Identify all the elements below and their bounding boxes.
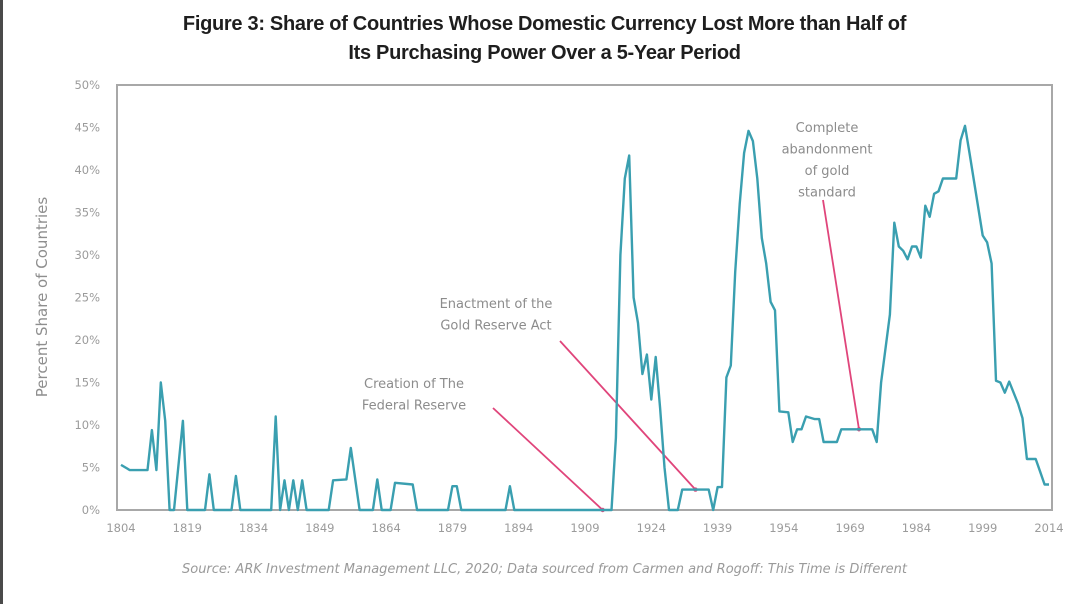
x-tick-label: 2014 bbox=[1034, 521, 1063, 535]
annotation: Creation of The Federal Reserve bbox=[362, 377, 605, 513]
x-tick-label: 1894 bbox=[504, 521, 533, 535]
annotations: Creation of The Federal Reserve Enactment … bbox=[362, 121, 873, 513]
annotation-text: abandonment bbox=[782, 143, 873, 158]
y-tick-label: 0% bbox=[82, 503, 100, 517]
y-tick-label: 5% bbox=[82, 461, 100, 475]
y-tick-label: 20% bbox=[74, 333, 100, 347]
series-line bbox=[120, 124, 1049, 512]
annotation-text: Complete bbox=[796, 121, 859, 136]
chart-title-line-1: Figure 3: Share of Countries Whose Domes… bbox=[182, 13, 907, 35]
annotation: Complete abandonment of gold standard bbox=[782, 121, 873, 432]
x-tick-label: 1819 bbox=[173, 521, 202, 535]
chart-title: Figure 3: Share of Countries Whose Domes… bbox=[0, 10, 1089, 68]
x-tick-label: 1834 bbox=[239, 521, 268, 535]
x-tick-label: 1909 bbox=[570, 521, 599, 535]
annotation-arrow bbox=[822, 199, 860, 430]
y-axis-label: Percent Share of Countries bbox=[33, 197, 51, 398]
x-tick-label: 1984 bbox=[902, 521, 931, 535]
annotation-text: of gold bbox=[805, 164, 850, 179]
annotation-arrow bbox=[492, 407, 604, 511]
y-tick-label: 45% bbox=[74, 121, 100, 135]
annotation-arrow bbox=[559, 340, 697, 491]
annotation-text: standard bbox=[798, 186, 856, 201]
y-tick-label: 25% bbox=[74, 291, 100, 305]
y-axis-ticks: 0% 5% 10% 15% 20% 25% 30% 35% 40% 45% 50% bbox=[74, 78, 100, 517]
annotation-text: Gold Reserve Act bbox=[440, 319, 551, 334]
x-tick-label: 1879 bbox=[438, 521, 467, 535]
y-tick-label: 50% bbox=[74, 78, 100, 92]
x-tick-label: 1939 bbox=[703, 521, 732, 535]
x-tick-label: 1999 bbox=[968, 521, 997, 535]
x-tick-label: 1864 bbox=[372, 521, 401, 535]
series-layer bbox=[120, 124, 1050, 512]
y-tick-label: 30% bbox=[74, 248, 100, 262]
source-note: Source: ARK Investment Management LLC, 2… bbox=[181, 562, 907, 577]
x-axis-ticks: 1804 1819 1834 1849 1864 1879 1894 1909 1924 1939… bbox=[106, 521, 1063, 535]
chart-title-line-2: Its Purchasing Power Over a 5-Year Perio… bbox=[348, 42, 741, 64]
annotation-text: Creation of The bbox=[364, 377, 464, 392]
annotation-text: Enactment of the bbox=[440, 297, 553, 312]
x-tick-label: 1804 bbox=[106, 521, 135, 535]
y-tick-label: 15% bbox=[74, 376, 100, 390]
y-tick-label: 10% bbox=[74, 418, 100, 432]
x-tick-label: 1924 bbox=[637, 521, 666, 535]
annotation-text: Federal Reserve bbox=[362, 399, 466, 414]
y-tick-label: 40% bbox=[74, 163, 100, 177]
x-tick-label: 1849 bbox=[305, 521, 334, 535]
left-edge-bar bbox=[0, 0, 3, 604]
y-tick-label: 35% bbox=[74, 206, 100, 220]
plot-frame bbox=[116, 84, 1053, 511]
x-tick-label: 1969 bbox=[836, 521, 865, 535]
x-tick-label: 1954 bbox=[769, 521, 798, 535]
